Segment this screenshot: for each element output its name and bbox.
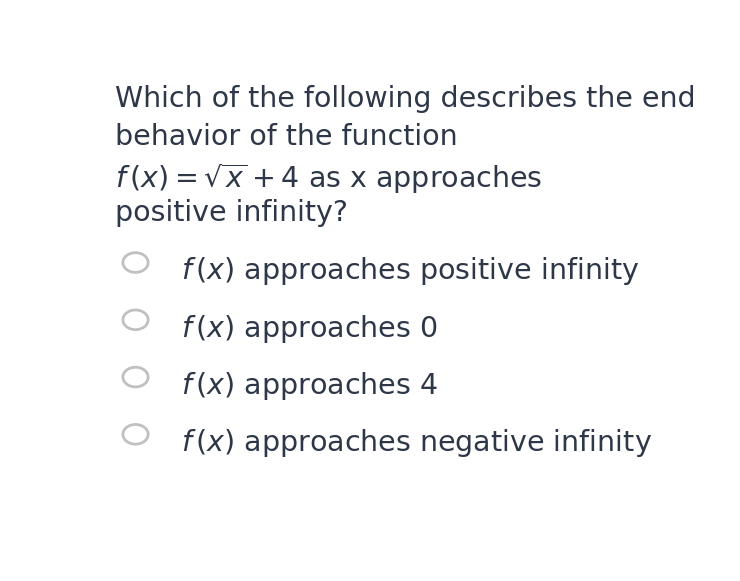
Text: $f\,(x)$ approaches 4: $f\,(x)$ approaches 4 bbox=[181, 370, 438, 402]
Text: $f\,(x)$ approaches 0: $f\,(x)$ approaches 0 bbox=[181, 313, 438, 345]
Text: $f\,(x) = \sqrt{x} + 4$ as x approaches: $f\,(x) = \sqrt{x} + 4$ as x approaches bbox=[115, 162, 543, 196]
Text: $f\,(x)$ approaches positive infinity: $f\,(x)$ approaches positive infinity bbox=[181, 256, 639, 288]
Text: $f\,(x)$ approaches negative infinity: $f\,(x)$ approaches negative infinity bbox=[181, 427, 653, 459]
Text: positive infinity?: positive infinity? bbox=[115, 199, 349, 227]
Text: Which of the following describes the end: Which of the following describes the end bbox=[115, 85, 696, 113]
Text: behavior of the function: behavior of the function bbox=[115, 123, 458, 152]
